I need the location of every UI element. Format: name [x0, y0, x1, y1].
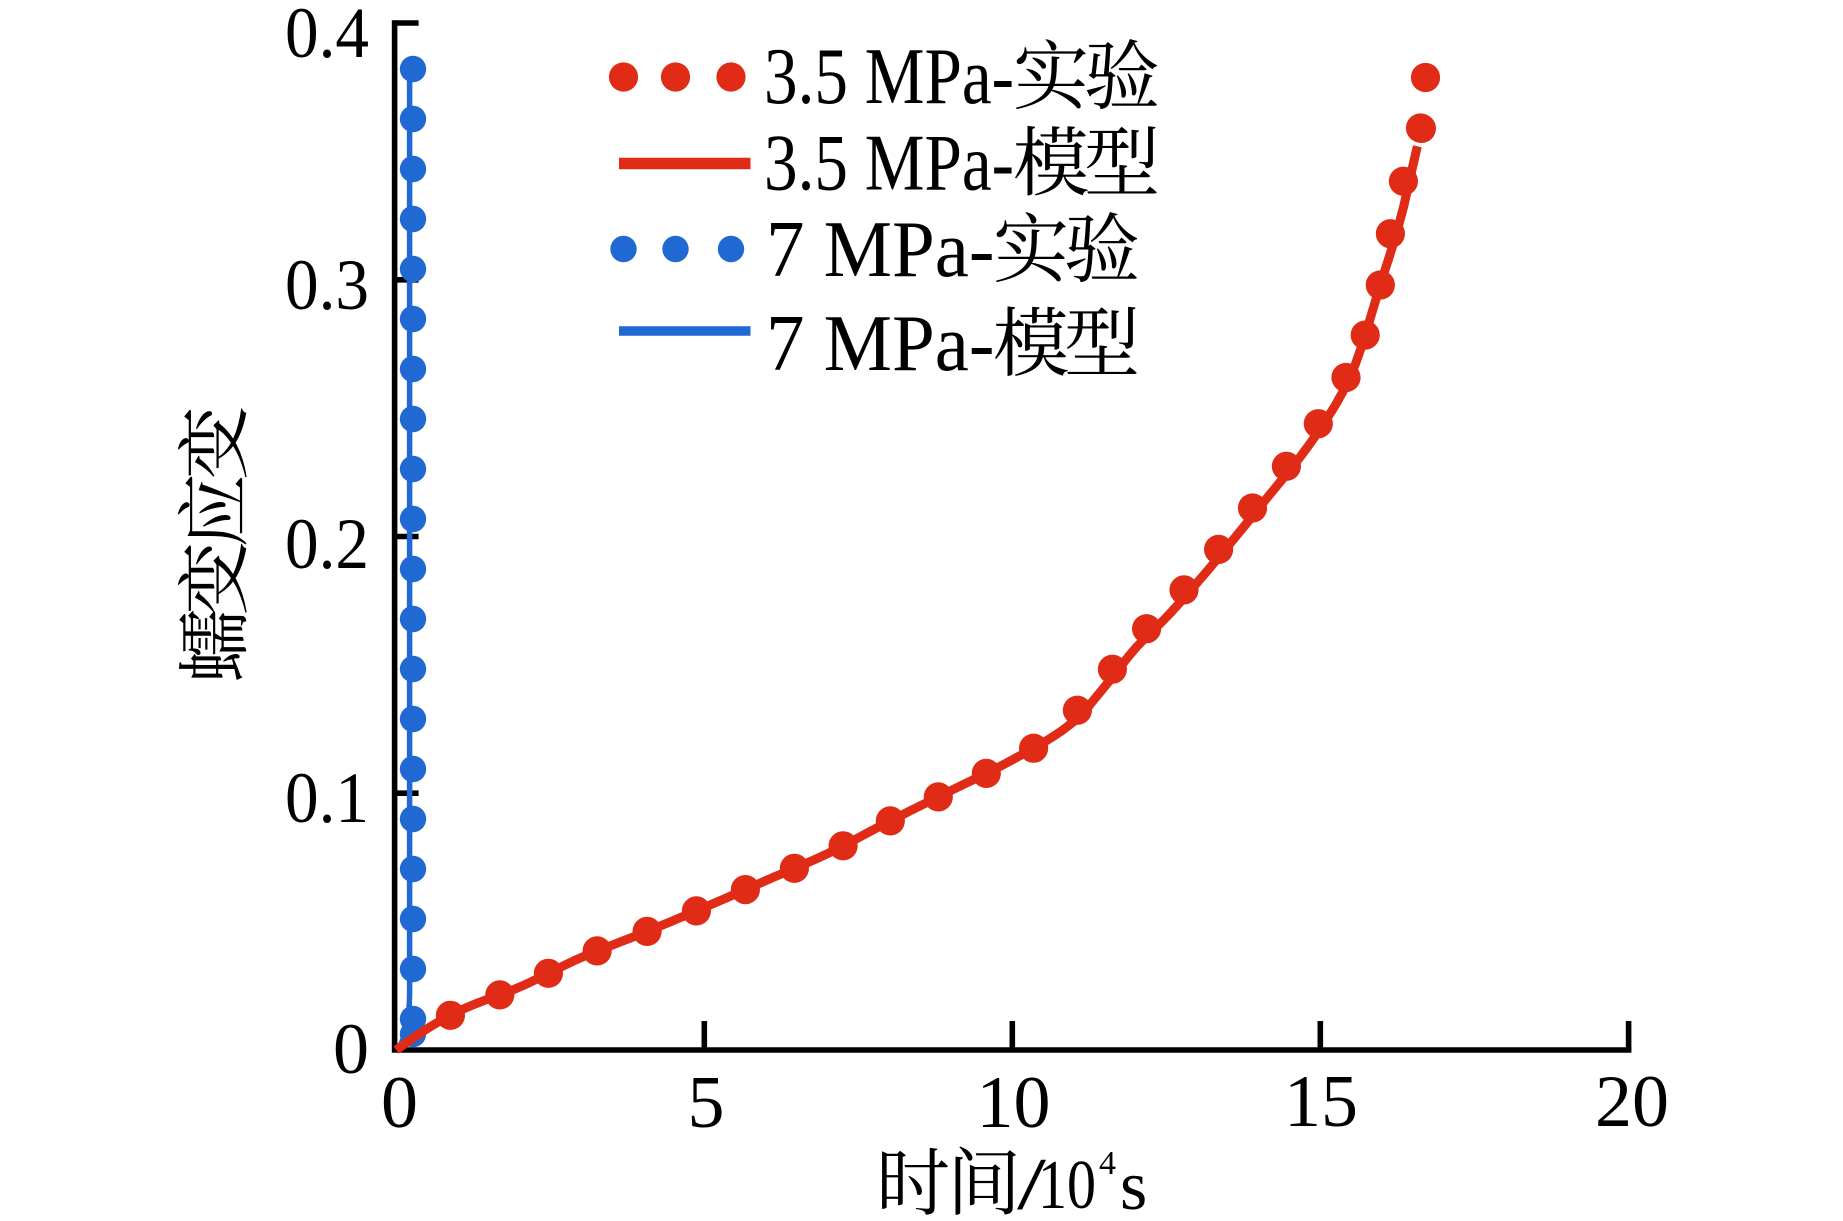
svg-text:0.4: 0.4 [285, 0, 369, 73]
svg-text:7 MPa-: 7 MPa- [766, 206, 995, 294]
svg-text:3.5 MPa-: 3.5 MPa- [764, 120, 1014, 208]
svg-text:0.3: 0.3 [285, 245, 369, 325]
svg-text:0.1: 0.1 [285, 758, 369, 838]
svg-text:0.2: 0.2 [285, 504, 369, 584]
svg-text:s: s [1120, 1148, 1147, 1221]
svg-text:15: 15 [1284, 1061, 1358, 1143]
svg-text:3.5 MPa-: 3.5 MPa- [764, 33, 1014, 121]
svg-text:7 MPa-: 7 MPa- [766, 300, 995, 388]
svg-text:20: 20 [1595, 1061, 1669, 1143]
svg-text:0: 0 [381, 1062, 418, 1144]
svg-text:4: 4 [1099, 1145, 1116, 1182]
svg-text:/: / [1017, 1144, 1047, 1221]
svg-text:10: 10 [977, 1062, 1051, 1144]
svg-text:5: 5 [688, 1062, 725, 1144]
svg-text:0: 0 [333, 1009, 369, 1089]
svg-text:10: 10 [1038, 1147, 1096, 1221]
